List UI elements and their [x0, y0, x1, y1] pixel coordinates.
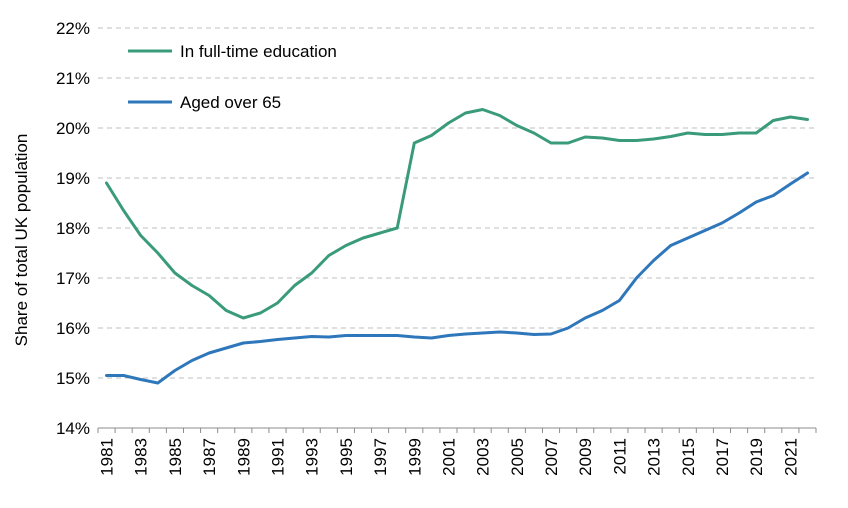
x-tick-label: 2011 — [610, 438, 629, 475]
y-tick-label: 14% — [56, 419, 90, 438]
x-tick-label: 1981 — [98, 438, 117, 476]
x-tick-label: 2009 — [576, 438, 595, 476]
x-tick-label: 2015 — [679, 438, 698, 476]
y-tick-label: 15% — [56, 369, 90, 388]
x-tick-label: 1989 — [234, 438, 253, 476]
x-tick-label: 2017 — [713, 438, 732, 476]
y-tick-label: 18% — [56, 219, 90, 238]
x-tick-label: 1999 — [405, 438, 424, 476]
y-tick-label: 16% — [56, 319, 90, 338]
series-line-full-time-education — [105, 108, 809, 320]
gridlines — [98, 27, 816, 379]
legend-label-full-time-education: In full-time education — [180, 42, 337, 61]
x-tick-label: 1993 — [303, 438, 322, 476]
x-tick-label: 1997 — [371, 438, 390, 476]
y-tick-label: 22% — [56, 19, 90, 38]
x-tick-label: 2013 — [645, 438, 664, 476]
legend-label-aged-over-65: Aged over 65 — [180, 93, 281, 112]
x-tick-label: 1983 — [132, 438, 151, 476]
x-tick-label: 1987 — [200, 438, 219, 476]
y-axis-title: Share of total UK population — [12, 134, 31, 347]
y-tick-label: 19% — [56, 169, 90, 188]
x-tick-label: 2003 — [474, 438, 493, 476]
series-lines — [105, 108, 809, 385]
x-tick-label: 2019 — [747, 438, 766, 476]
x-tick-label: 1985 — [166, 438, 185, 476]
x-tick-label: 2001 — [439, 438, 458, 476]
y-tick-label: 21% — [56, 69, 90, 88]
x-tick-label: 1991 — [269, 438, 288, 476]
axes: 14% 15% 16% 17% 18% 19% 20% 21% 22% 1981 1983 1985 1… — [56, 19, 817, 476]
x-tick-label: 2021 — [781, 438, 800, 476]
x-tick-label: 2005 — [508, 438, 527, 476]
legend: In full-time education Aged over 65 — [128, 42, 337, 112]
y-tick-label: 20% — [56, 119, 90, 138]
y-tick-label: 17% — [56, 269, 90, 288]
series-line-aged-over-65 — [105, 171, 809, 385]
x-tick-label: 2007 — [542, 438, 561, 476]
x-tick-label: 1995 — [337, 438, 356, 476]
